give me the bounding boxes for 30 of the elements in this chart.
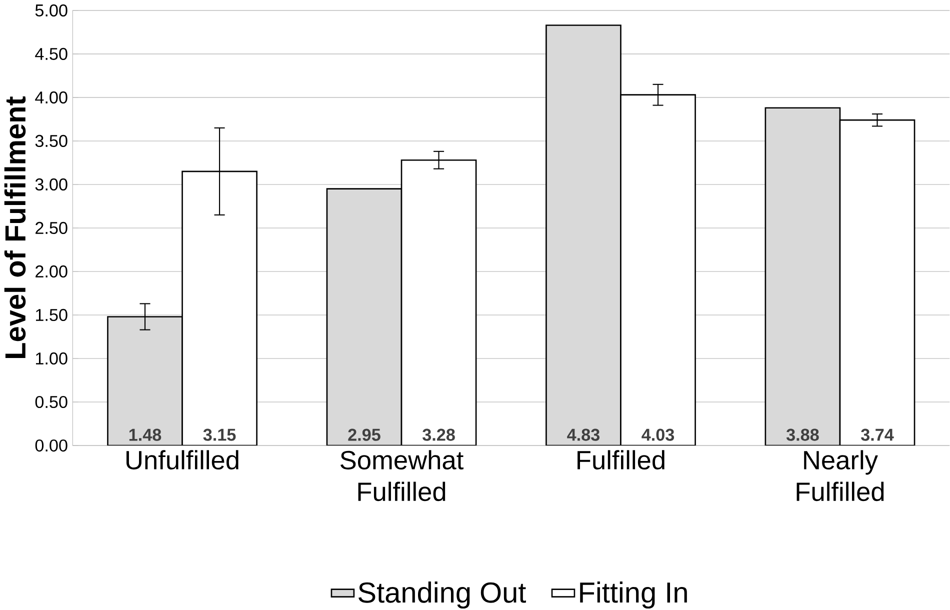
data-label: 2.95: [348, 428, 380, 441]
data-label: 3.15: [203, 428, 236, 441]
bar: [107, 316, 183, 446]
data-label: 3.88: [786, 428, 819, 441]
y-axis-title: Level of Fulfillment: [4, 96, 26, 358]
data-label: 3.74: [860, 428, 894, 441]
y-tick-label: 2.50: [36, 222, 68, 234]
y-tick-label: 2.00: [36, 266, 68, 278]
x-tick-label: Fulfilled: [578, 450, 664, 470]
x-tick-label: Somewhat Fulfilled: [340, 450, 464, 502]
x-tick-label: Nearly Fulfilled: [796, 450, 884, 502]
y-tick-label: 0.50: [35, 396, 68, 408]
data-label: 3.28: [422, 428, 455, 441]
legend-label: Fitting In: [580, 582, 687, 609]
bar: [326, 188, 402, 446]
y-tick-label: 0.00: [35, 440, 68, 452]
bar: [764, 107, 841, 446]
y-tick-label: 3.50: [35, 135, 68, 148]
y-tick-label: 3.00: [35, 178, 68, 191]
data-label: 4.03: [642, 428, 674, 441]
y-tick-label: 1.50: [36, 309, 68, 322]
data-label: 4.83: [567, 428, 600, 441]
x-tick-label: Unfulfilled: [126, 450, 238, 470]
legend-label: Standing Out: [358, 582, 526, 609]
bar: [546, 24, 622, 446]
y-tick-label: 5.00: [35, 4, 68, 17]
y-tick-label: 4.00: [35, 92, 68, 104]
y-tick-label: 1.00: [36, 352, 68, 365]
y-tick-label: 4.50: [35, 48, 68, 60]
data-label: 1.48: [129, 428, 162, 441]
